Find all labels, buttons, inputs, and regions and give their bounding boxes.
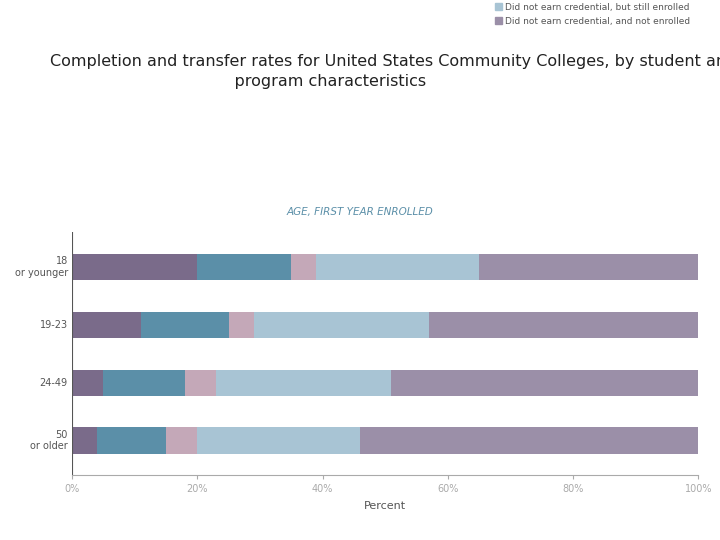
X-axis label: Percent: Percent: [364, 501, 406, 511]
Bar: [429, 312, 698, 338]
Bar: [72, 312, 141, 338]
Bar: [72, 428, 97, 454]
Bar: [141, 312, 229, 338]
Bar: [185, 369, 216, 396]
Bar: [253, 312, 429, 338]
Bar: [72, 369, 104, 396]
Bar: [291, 254, 316, 280]
Text: AGE, FIRST YEAR ENROLLED: AGE, FIRST YEAR ENROLLED: [287, 207, 433, 217]
Bar: [104, 369, 185, 396]
Bar: [480, 254, 698, 280]
Bar: [360, 428, 698, 454]
Legend: Attained bachelor's degree, Attained associate's degree, Attained certificate, D: Attained bachelor's degree, Attained ass…: [492, 0, 694, 29]
Bar: [216, 369, 392, 396]
Bar: [316, 254, 480, 280]
Bar: [97, 428, 166, 454]
Bar: [197, 428, 360, 454]
Bar: [229, 312, 253, 338]
Bar: [197, 254, 291, 280]
Text: Completion and transfer rates for United States Community Colleges, by student a: Completion and transfer rates for United…: [50, 54, 720, 89]
Bar: [166, 428, 197, 454]
Bar: [392, 369, 698, 396]
Bar: [72, 254, 197, 280]
